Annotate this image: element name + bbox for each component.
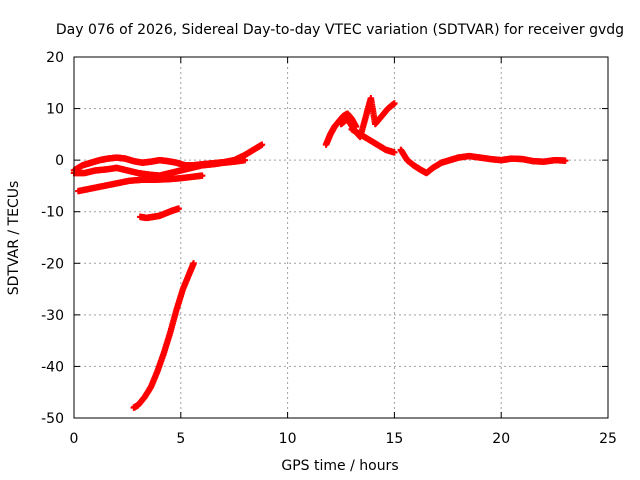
series-trough-16: [397, 146, 462, 177]
axis-ticks: 0 5 10 15 20 25 -50 -40 -30 -20 -10 0 10 20: [41, 50, 617, 447]
data-point: [198, 172, 206, 179]
grid: [74, 57, 608, 418]
x-tick-label: 0: [70, 431, 79, 447]
y-tick-label: 20: [46, 50, 64, 66]
x-tick-label: 20: [492, 431, 510, 447]
y-tick-label: 10: [46, 102, 64, 118]
chart-title: Day 076 of 2026, Sidereal Day-to-day VTE…: [56, 22, 624, 38]
data-points: [70, 95, 569, 411]
data-point: [241, 156, 249, 164]
series-tail-18-23: [455, 152, 569, 165]
y-tick-label: -10: [41, 205, 64, 221]
series-decline-13-15: [348, 126, 398, 156]
x-tick-label: 5: [176, 431, 185, 447]
data-point: [175, 205, 182, 212]
y-axis-label: SDTVAR / TECUs: [6, 181, 22, 296]
x-tick-label: 15: [385, 431, 403, 447]
y-tick-label: -30: [41, 308, 64, 324]
y-tick-label: -20: [41, 256, 64, 272]
series-band-middle: [70, 156, 249, 179]
series-band-lower: [75, 172, 206, 195]
data-point: [258, 141, 266, 148]
y-tick-label: -50: [41, 411, 64, 427]
x-tick-label: 25: [599, 431, 617, 447]
x-tick-label: 10: [279, 431, 297, 447]
y-tick-label: 0: [55, 153, 64, 169]
series-steep-rise: [130, 260, 197, 411]
x-axis-label: GPS time / hours: [281, 458, 398, 474]
data-point: [190, 260, 197, 267]
data-point: [391, 100, 398, 107]
data-point: [391, 149, 398, 156]
plot-frame: [73, 56, 609, 419]
series-arc-minus-ten: [137, 205, 182, 222]
y-tick-label: -40: [41, 359, 64, 375]
data-point: [562, 157, 569, 164]
